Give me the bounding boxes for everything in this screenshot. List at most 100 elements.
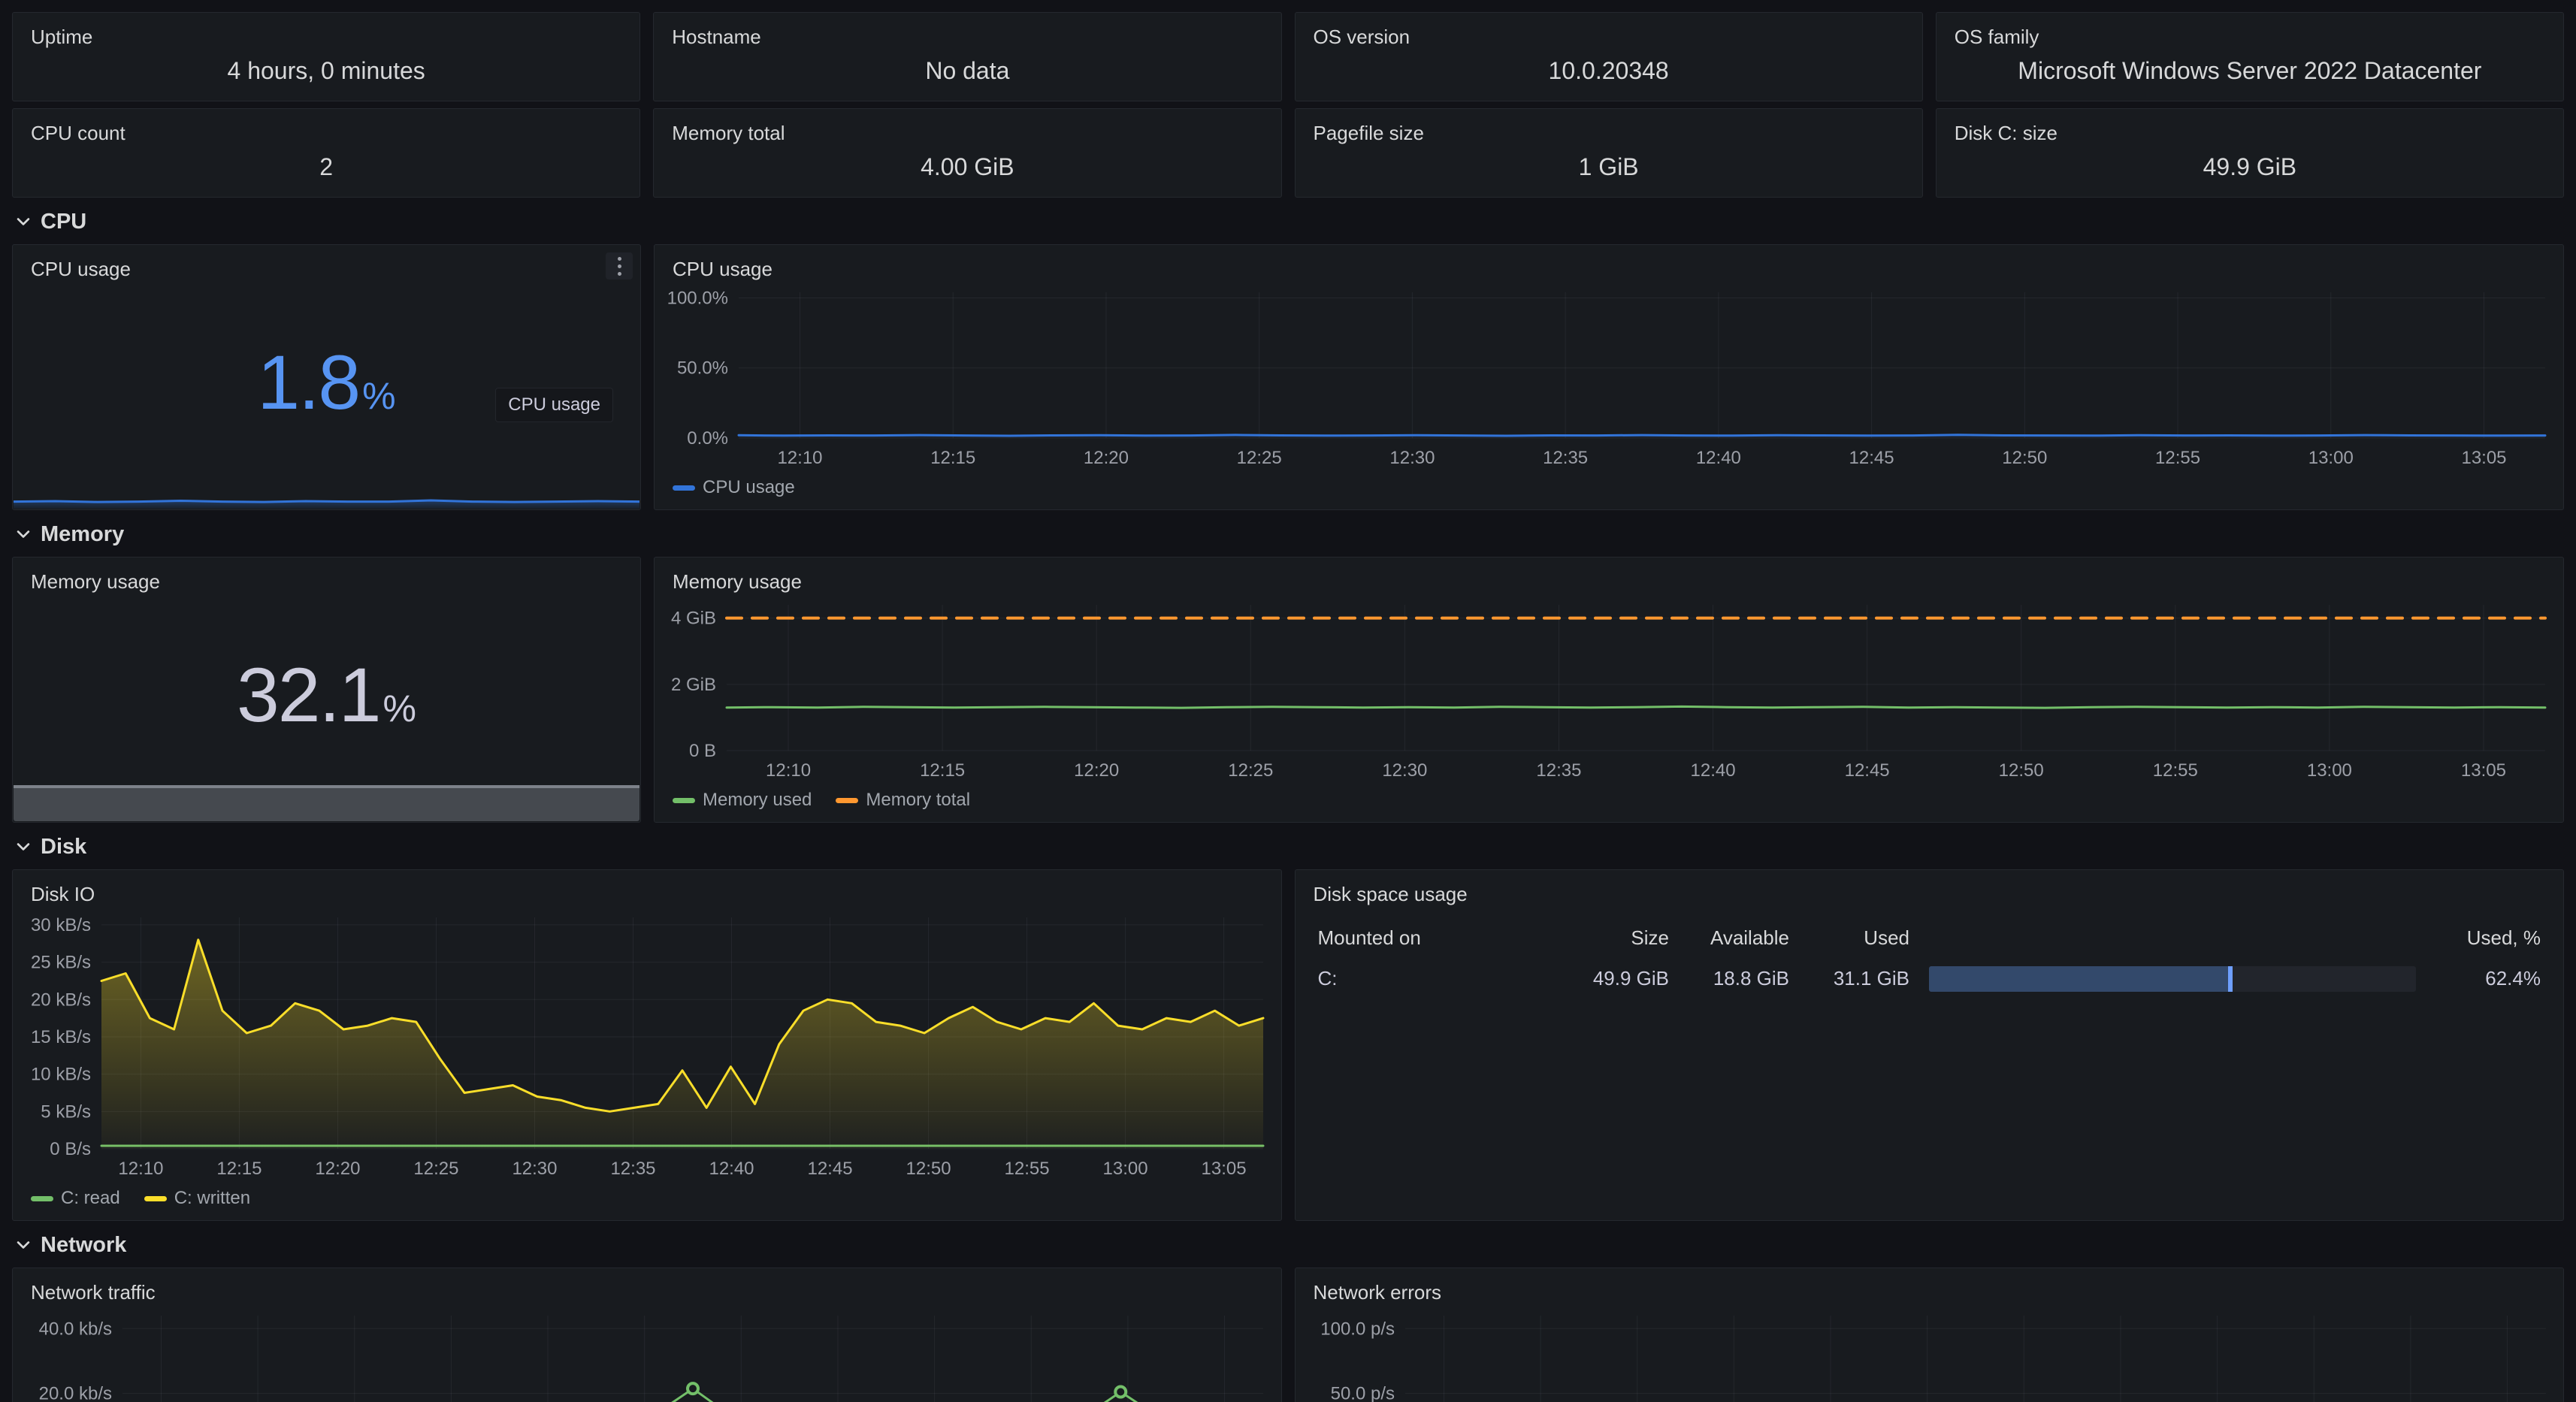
cpu-usage-big-value: 1.8% bbox=[13, 282, 640, 510]
network-traffic-chart[interactable]: 12:1012:1512:2012:2512:3012:3512:4012:45… bbox=[13, 1305, 1281, 1402]
row-header-label: Network bbox=[41, 1232, 127, 1257]
cell-used: 31.1 GiB bbox=[1833, 967, 1909, 990]
network-section: Network traffic 12:1012:1512:2012:2512:3… bbox=[12, 1268, 2564, 1402]
panel-title[interactable]: Network traffic bbox=[31, 1281, 156, 1304]
panel-title[interactable]: Memory usage bbox=[673, 570, 802, 593]
panel-menu-kebab-icon[interactable] bbox=[606, 252, 633, 279]
disk-section: Disk IO 12:10 12:15 12:20 12:25 12:30 12:35 12… bbox=[12, 869, 2564, 1221]
svg-text:13:05: 13:05 bbox=[2461, 760, 2506, 781]
panel-os-family: OS family Microsoft Windows Server 2022 … bbox=[1935, 12, 2564, 101]
memory-gauge-bar bbox=[14, 785, 639, 821]
svg-text:12:30: 12:30 bbox=[1382, 760, 1427, 781]
memory-usage-legend: Memory used Memory total bbox=[655, 784, 2563, 822]
legend-item[interactable]: C: read bbox=[31, 1188, 120, 1209]
column-header-available[interactable]: Available bbox=[1710, 926, 1789, 949]
cpu-usage-unit: % bbox=[362, 374, 396, 417]
svg-text:100.0%: 100.0% bbox=[667, 288, 728, 308]
row-header-network[interactable]: Network bbox=[12, 1231, 126, 1258]
svg-text:0 B: 0 B bbox=[689, 741, 716, 761]
legend-swatch bbox=[673, 485, 695, 491]
panel-title[interactable]: CPU usage bbox=[31, 258, 131, 280]
svg-text:12:55: 12:55 bbox=[1005, 1159, 1050, 1179]
svg-text:13:00: 13:00 bbox=[2307, 760, 2352, 781]
svg-text:12:40: 12:40 bbox=[709, 1159, 754, 1179]
legend-item[interactable]: Memory total bbox=[836, 790, 970, 811]
memory-usage-chart[interactable]: 12:10 12:15 12:20 12:25 12:30 12:35 12:40 12:45… bbox=[655, 594, 2563, 785]
legend-item[interactable]: CPU usage bbox=[673, 477, 795, 498]
chevron-down-icon bbox=[17, 843, 30, 851]
panel-title[interactable]: Memory usage bbox=[31, 570, 160, 593]
svg-text:12:30: 12:30 bbox=[512, 1159, 557, 1179]
stat-value: 10.0.20348 bbox=[1548, 57, 1669, 85]
column-header-used[interactable]: Used bbox=[1864, 926, 1909, 949]
svg-text:13:05: 13:05 bbox=[1202, 1159, 1247, 1179]
column-header-size[interactable]: Size bbox=[1631, 926, 1669, 949]
svg-text:12:45: 12:45 bbox=[1849, 448, 1894, 468]
legend-label: Memory total bbox=[866, 790, 971, 810]
svg-text:0 B/s: 0 B/s bbox=[50, 1139, 91, 1159]
panel-title[interactable]: Pagefile size bbox=[1313, 122, 1424, 144]
memory-section: Memory usage 32.1% Memory usage 12:10 12:… bbox=[12, 557, 2564, 823]
column-header-mounted-on[interactable]: Mounted on bbox=[1317, 926, 1421, 949]
cell-gauge bbox=[1909, 965, 2435, 992]
svg-text:12:45: 12:45 bbox=[1845, 760, 1890, 781]
svg-text:12:25: 12:25 bbox=[1228, 760, 1273, 781]
stat-value: 1 GiB bbox=[1578, 153, 1639, 181]
svg-text:12:40: 12:40 bbox=[1696, 448, 1741, 468]
svg-text:12:50: 12:50 bbox=[906, 1159, 951, 1179]
panel-memory-usage-graph: Memory usage 12:10 12:15 12:20 12:25 12:30 12… bbox=[654, 557, 2564, 823]
svg-text:100.0 p/s: 100.0 p/s bbox=[1320, 1319, 1395, 1339]
legend-item[interactable]: C: written bbox=[144, 1188, 250, 1209]
chevron-down-icon bbox=[17, 530, 30, 538]
svg-text:5 kB/s: 5 kB/s bbox=[41, 1101, 91, 1122]
cpu-section: CPU usage 1.8% CPU usage CPU usage 12:10… bbox=[12, 244, 2564, 510]
panel-title[interactable]: CPU count bbox=[31, 122, 125, 144]
svg-text:12:25: 12:25 bbox=[1237, 448, 1282, 468]
legend-item[interactable]: Memory used bbox=[673, 790, 812, 811]
table-row: C: 49.9 GiB 18.8 GiB 31.1 GiB 62.4% bbox=[1318, 959, 2541, 999]
svg-text:12:35: 12:35 bbox=[1536, 760, 1581, 781]
svg-text:13:00: 13:00 bbox=[2308, 448, 2354, 468]
panel-title[interactable]: Uptime bbox=[31, 26, 93, 48]
panel-title[interactable]: Hostname bbox=[672, 26, 761, 48]
svg-text:12:25: 12:25 bbox=[413, 1159, 458, 1179]
cell-mounted-on: C: bbox=[1317, 967, 1338, 990]
panel-memory-total: Memory total 4.00 GiB bbox=[653, 108, 1282, 198]
legend-label: C: written bbox=[174, 1188, 251, 1208]
svg-text:20 kB/s: 20 kB/s bbox=[31, 990, 91, 1010]
stat-value: No data bbox=[925, 57, 1010, 85]
panel-title[interactable]: CPU usage bbox=[673, 258, 772, 280]
panel-disk-io: Disk IO 12:10 12:15 12:20 12:25 12:30 12:35 12… bbox=[12, 869, 1282, 1221]
disk-io-chart[interactable]: 12:10 12:15 12:20 12:25 12:30 12:35 12:40 12:45… bbox=[13, 907, 1281, 1183]
cell-available: 18.8 GiB bbox=[1713, 967, 1789, 990]
stat-row-1: Uptime 4 hours, 0 minutes Hostname No da… bbox=[12, 12, 2564, 101]
panel-title[interactable]: Disk C: size bbox=[1954, 122, 2057, 144]
svg-text:30 kB/s: 30 kB/s bbox=[31, 914, 91, 935]
stat-value: Microsoft Windows Server 2022 Datacenter bbox=[2018, 57, 2482, 85]
cpu-usage-chart[interactable]: 12:10 12:15 12:20 12:25 12:30 12:35 12:40 12:45… bbox=[655, 282, 2563, 473]
panel-memory-usage-stat: Memory usage 32.1% bbox=[12, 557, 641, 823]
svg-text:12:50: 12:50 bbox=[1999, 760, 2044, 781]
stat-value: 4 hours, 0 minutes bbox=[227, 57, 425, 85]
svg-text:13:05: 13:05 bbox=[2461, 448, 2506, 468]
column-header-used-pct[interactable]: Used, % bbox=[2466, 926, 2541, 949]
row-header-label: Disk bbox=[41, 834, 87, 859]
legend-swatch bbox=[31, 1195, 53, 1201]
svg-text:12:35: 12:35 bbox=[1543, 448, 1588, 468]
svg-text:12:30: 12:30 bbox=[1389, 448, 1435, 468]
panel-title[interactable]: Disk IO bbox=[31, 883, 95, 905]
legend-label: CPU usage bbox=[703, 477, 795, 497]
network-errors-chart[interactable]: 12:1012:1512:2012:2512:3012:3512:4012:45… bbox=[1296, 1305, 2564, 1402]
panel-os-version: OS version 10.0.20348 bbox=[1294, 12, 1923, 101]
panel-title[interactable]: OS family bbox=[1954, 26, 2039, 48]
svg-text:12:55: 12:55 bbox=[2155, 448, 2200, 468]
cell-used-pct: 62.4% bbox=[2485, 967, 2541, 990]
panel-title[interactable]: Disk space usage bbox=[1313, 883, 1468, 905]
panel-title[interactable]: Memory total bbox=[672, 122, 785, 144]
row-header-disk[interactable]: Disk bbox=[12, 833, 86, 860]
panel-title[interactable]: Network errors bbox=[1313, 1281, 1441, 1304]
row-header-memory[interactable]: Memory bbox=[12, 521, 124, 548]
row-header-cpu[interactable]: CPU bbox=[12, 208, 86, 235]
panel-title[interactable]: OS version bbox=[1313, 26, 1410, 48]
memory-usage-number: 32.1 bbox=[237, 651, 382, 738]
